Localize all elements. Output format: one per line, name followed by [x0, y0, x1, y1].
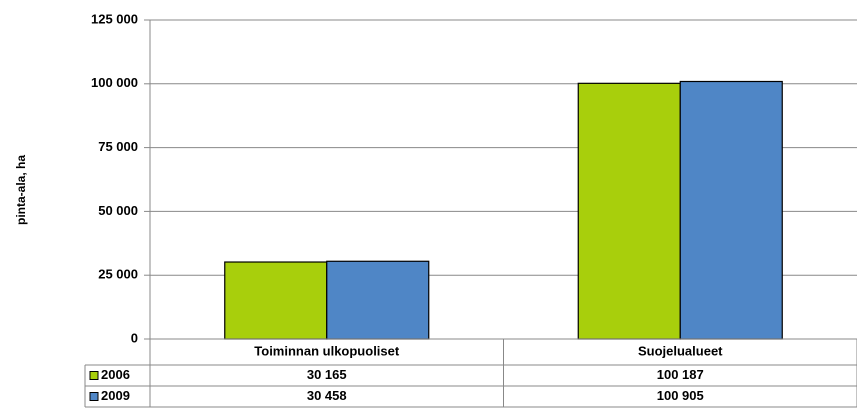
y-tick-label: 25 000 [98, 267, 138, 282]
table-value: 30 165 [307, 367, 347, 382]
bar [679, 80, 783, 340]
legend-swatch [89, 371, 99, 380]
y-tick-label: 75 000 [98, 139, 138, 154]
legend-label: 2006 [101, 367, 130, 382]
y-tick-label: 50 000 [98, 203, 138, 218]
y-tick-label: 100 000 [91, 75, 138, 90]
table-value: 30 458 [307, 388, 347, 403]
table-value: 100 187 [657, 367, 704, 382]
bar [577, 82, 681, 340]
y-axis-label: pinta-ala, ha [14, 155, 28, 225]
category-label: Toiminnan ulkopuoliset [254, 343, 400, 358]
bar [224, 261, 328, 340]
legend-swatch [89, 392, 99, 401]
y-tick-label: 125 000 [91, 11, 138, 26]
legend-label: 2009 [101, 388, 130, 403]
category-label: Suojelualueet [638, 343, 723, 358]
table-value: 100 905 [657, 388, 704, 403]
y-tick-label: 0 [131, 330, 138, 345]
bar [326, 260, 430, 340]
